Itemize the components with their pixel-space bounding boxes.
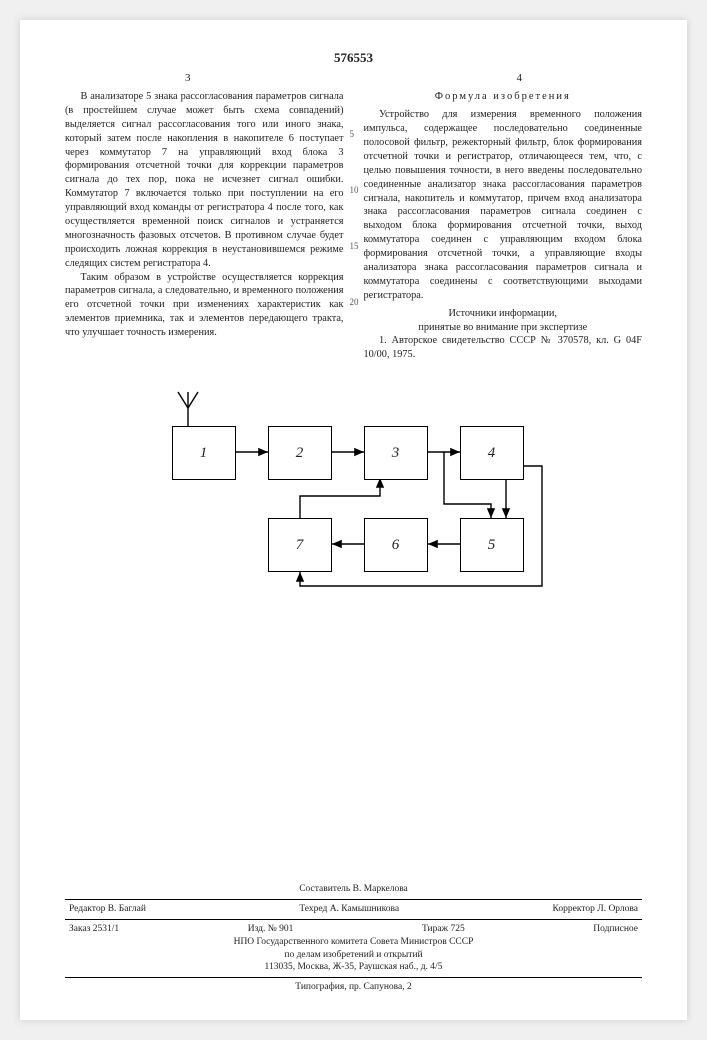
block-diagram: 1 2 3 4 5 6 7 bbox=[144, 386, 564, 611]
document-number: 576553 bbox=[65, 50, 642, 66]
footer-credits-row: Редактор В. Баглай Техред А. Камышникова… bbox=[65, 903, 642, 916]
footer-tirazh: Тираж 725 bbox=[422, 923, 465, 936]
block-3: 3 bbox=[364, 426, 428, 480]
block-2: 2 bbox=[268, 426, 332, 480]
footer-rule-1 bbox=[65, 899, 642, 900]
footer-addr: 113035, Москва, Ж-35, Раушская наб., д. … bbox=[65, 961, 642, 974]
footer-org2: по делам изобретений и открытий bbox=[65, 949, 642, 962]
reference-1: 1. Авторское свидетельство СССР № 370578… bbox=[364, 334, 643, 362]
diagram-wires bbox=[144, 386, 564, 611]
block-5: 5 bbox=[460, 518, 524, 572]
line-num-20: 20 bbox=[350, 296, 359, 308]
block-1: 1 bbox=[172, 426, 236, 480]
footer-compiler: Составитель В. Маркелова bbox=[65, 883, 642, 896]
footer-print: Типография, пр. Сапунова, 2 bbox=[65, 981, 642, 994]
col2-paragraph-1: Устройство для измерения временного поло… bbox=[364, 108, 643, 302]
formula-title: Формула изобретения bbox=[364, 90, 643, 104]
footer-print-row: Заказ 2531/1 Изд. № 901 Тираж 725 Подпис… bbox=[65, 923, 642, 936]
line-num-10: 10 bbox=[350, 184, 359, 196]
column-left: В анализаторе 5 знака рассогласования па… bbox=[65, 90, 344, 362]
footer-rule-3 bbox=[65, 977, 642, 978]
footer-editor: Редактор В. Баглай bbox=[69, 903, 146, 916]
col1-paragraph-2: Таким образом в устройстве осуществляетс… bbox=[65, 271, 344, 340]
line-num-5: 5 bbox=[350, 128, 355, 140]
sources-title: Источники информации, принятые во вниман… bbox=[364, 307, 643, 335]
footer: Составитель В. Маркелова Редактор В. Баг… bbox=[65, 883, 642, 994]
page-numbers: 3 4 bbox=[65, 72, 642, 86]
footer-corrector: Корректор Л. Орлова bbox=[553, 903, 638, 916]
block-4: 4 bbox=[460, 426, 524, 480]
footer-techred: Техред А. Камышникова bbox=[299, 903, 399, 916]
page: 576553 3 4 В анализаторе 5 знака рассогл… bbox=[20, 20, 687, 1020]
col1-paragraph-1: В анализаторе 5 знака рассогласования па… bbox=[65, 90, 344, 271]
footer-order: Заказ 2531/1 bbox=[69, 923, 119, 936]
footer-rule-2 bbox=[65, 919, 642, 920]
footer-izd: Изд. № 901 bbox=[248, 923, 294, 936]
column-right: 5 10 15 20 Формула изобретения Устройств… bbox=[364, 90, 643, 362]
footer-podpis: Подписное bbox=[593, 923, 638, 936]
text-columns: В анализаторе 5 знака рассогласования па… bbox=[65, 90, 642, 362]
page-number-left: 3 bbox=[185, 72, 191, 84]
line-num-15: 15 bbox=[350, 240, 359, 252]
page-number-right: 4 bbox=[517, 72, 523, 84]
footer-org1: НПО Государственного комитета Совета Мин… bbox=[65, 936, 642, 949]
block-6: 6 bbox=[364, 518, 428, 572]
block-7: 7 bbox=[268, 518, 332, 572]
